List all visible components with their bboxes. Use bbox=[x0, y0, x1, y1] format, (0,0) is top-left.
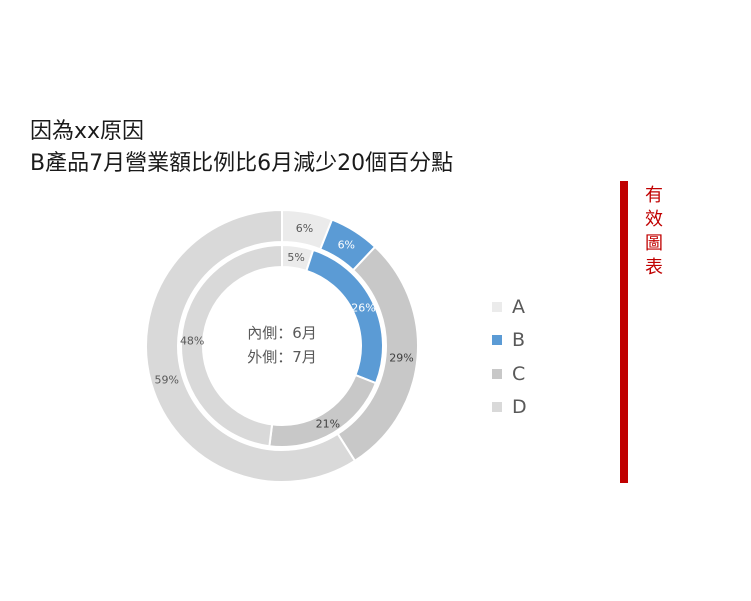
legend-swatch-c bbox=[492, 368, 502, 379]
inner-label-d: 48% bbox=[180, 334, 204, 347]
center-text-outer: 外側：7月 bbox=[247, 348, 317, 366]
legend-label-d: D bbox=[512, 396, 527, 419]
side-label-char-3: 圖 bbox=[645, 233, 663, 254]
chart-title: 因為xx原因 B產品7月營業額比例比6月減少20個百分點 bbox=[30, 116, 453, 180]
side-label-char-1: 有 bbox=[645, 185, 663, 206]
legend-item-b: B bbox=[492, 324, 527, 358]
legend-label-c: C bbox=[512, 362, 526, 385]
title-line-1: 因為xx原因 bbox=[30, 119, 145, 144]
outer-slice-d bbox=[145, 208, 357, 483]
outer-label-c: 29% bbox=[389, 351, 413, 364]
title-line-2: B產品7月營業額比例比6月減少20個百分點 bbox=[30, 151, 454, 176]
legend-swatch-b bbox=[492, 335, 502, 346]
legend-item-d: D bbox=[492, 391, 527, 425]
legend-item-a: A bbox=[492, 290, 527, 324]
legend-item-c: C bbox=[492, 357, 527, 391]
inner-label-b: 26% bbox=[351, 302, 375, 315]
legend-label-b: B bbox=[512, 329, 526, 352]
side-label-char-2: 效 bbox=[645, 209, 663, 230]
outer-label-d: 59% bbox=[155, 373, 179, 386]
legend-label-a: A bbox=[512, 295, 525, 318]
accent-bar bbox=[620, 181, 628, 483]
legend-swatch-d bbox=[492, 402, 502, 413]
legend: A B C D bbox=[492, 290, 527, 424]
side-label-char-4: 表 bbox=[645, 257, 663, 278]
inner-label-a: 5% bbox=[287, 251, 304, 264]
inner-slice-d bbox=[180, 243, 283, 448]
inner-label-c: 21% bbox=[316, 417, 340, 430]
side-label: 有 效 圖 表 bbox=[644, 184, 664, 280]
outer-label-b: 6% bbox=[338, 239, 355, 252]
center-text-inner: 內側：6月 bbox=[247, 324, 317, 342]
outer-label-a: 6% bbox=[296, 222, 313, 235]
legend-swatch-a bbox=[492, 301, 502, 312]
